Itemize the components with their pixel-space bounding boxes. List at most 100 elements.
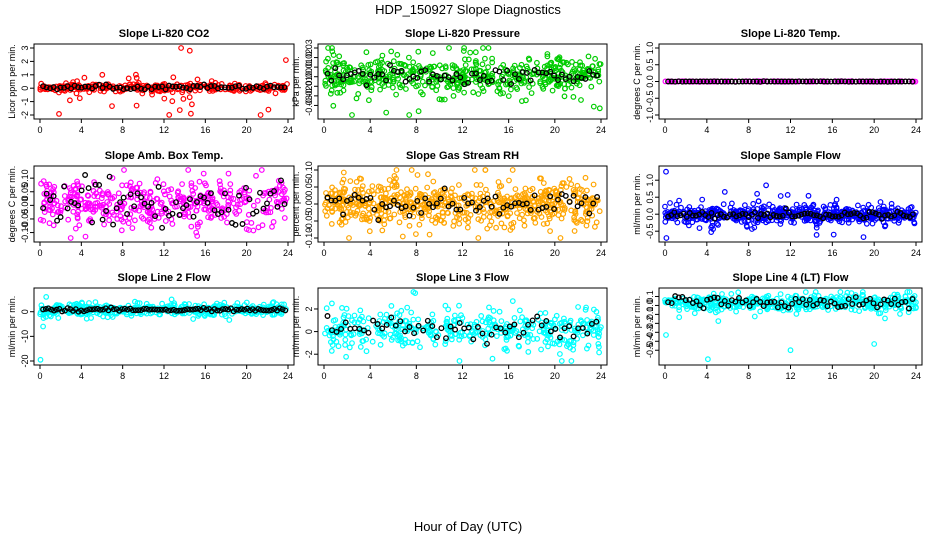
data-point: [406, 54, 412, 61]
data-point: [544, 336, 551, 343]
overlay-point: [225, 206, 232, 213]
panel-title: Slope Li-820 Pressure: [405, 28, 520, 40]
data-point: [542, 330, 549, 337]
data-point: [168, 186, 175, 193]
overlay-point: [776, 213, 783, 220]
data-point: [442, 338, 449, 345]
data-point: [143, 194, 150, 201]
data-point: [681, 218, 688, 225]
overlay-point: [141, 200, 148, 207]
overlay-point: [875, 211, 882, 218]
data-point: [715, 206, 721, 213]
overlay-point: [884, 78, 891, 85]
data-point: [138, 214, 145, 220]
data-point: [246, 187, 253, 194]
overlay-point: [711, 294, 718, 301]
overlay-point: [562, 192, 569, 199]
data-point: [131, 217, 138, 224]
overlay-point: [675, 294, 682, 301]
overlay-point: [324, 313, 331, 319]
data-point: [51, 183, 58, 190]
data-point: [85, 204, 91, 211]
data-point: [203, 182, 209, 189]
data-point: [46, 181, 53, 188]
overlay-point: [771, 298, 778, 305]
data-point: [410, 80, 417, 87]
overlay-point: [43, 190, 50, 197]
data-point: [236, 207, 243, 214]
overlay-point: [201, 194, 207, 201]
data-point: [495, 189, 501, 196]
overlay-point: [176, 83, 183, 90]
data-point: [81, 74, 88, 81]
data-point: [446, 45, 452, 51]
data-point: [830, 231, 837, 238]
overlay-point: [582, 194, 589, 201]
data-point: [458, 312, 464, 319]
data-point: [192, 185, 199, 191]
data-point: [512, 330, 519, 336]
overlay-point: [856, 301, 863, 308]
overlay-point: [699, 209, 706, 216]
overlay-point: [746, 78, 753, 85]
data-point: [592, 55, 598, 62]
data-point: [119, 182, 125, 189]
data-point: [529, 185, 536, 192]
overlay-point: [835, 304, 842, 311]
data-point: [323, 305, 330, 312]
y-axis-label: degrees C per min.: [632, 43, 642, 120]
data-point: [243, 299, 250, 306]
x-tick-label: 0: [37, 125, 42, 135]
overlay-point: [392, 322, 399, 329]
overlay-point: [433, 200, 440, 207]
data-point: [517, 307, 523, 314]
overlay-point: [47, 85, 54, 92]
data-point: [329, 48, 336, 55]
overlay-point: [351, 191, 358, 198]
data-point: [57, 302, 63, 309]
overlay-point: [751, 209, 758, 216]
data-point: [441, 219, 448, 226]
data-point: [896, 213, 903, 219]
data-point: [227, 181, 234, 188]
overlay-point: [739, 210, 746, 217]
overlay-point: [746, 303, 753, 310]
overlay-point: [347, 196, 354, 203]
data-point: [366, 188, 372, 195]
overlay-point: [218, 209, 225, 216]
overlay-point: [222, 84, 228, 91]
data-point: [366, 97, 372, 104]
overlay-point: [78, 307, 85, 314]
data-point: [40, 217, 47, 224]
overlay-point: [682, 78, 689, 85]
data-point: [451, 218, 458, 225]
data-point: [456, 358, 463, 364]
overlay-point: [106, 173, 113, 180]
y-tick-label: -0.03: [304, 95, 314, 116]
x-tick-label: 0: [37, 248, 42, 258]
overlay-point: [881, 78, 888, 85]
data-point: [586, 206, 593, 213]
overlay-point: [566, 323, 573, 330]
data-point: [258, 167, 265, 173]
data-point: [486, 213, 493, 220]
overlay-point: [820, 215, 827, 222]
overlay-point: [711, 215, 718, 222]
overlay-point: [42, 305, 49, 312]
scatter-points: [37, 167, 290, 241]
overlay-point: [424, 317, 431, 324]
overlay-point: [201, 81, 207, 88]
overlay-point: [551, 206, 558, 212]
data-point: [839, 219, 845, 226]
overlay-point: [758, 211, 765, 218]
data-point: [145, 216, 152, 223]
overlay-point: [394, 202, 401, 208]
data-point: [754, 190, 760, 197]
data-point: [500, 201, 507, 208]
overlay-point: [113, 205, 120, 212]
data-point: [904, 289, 911, 295]
data-point: [582, 306, 589, 313]
data-point: [185, 167, 192, 173]
data-point: [391, 172, 398, 179]
